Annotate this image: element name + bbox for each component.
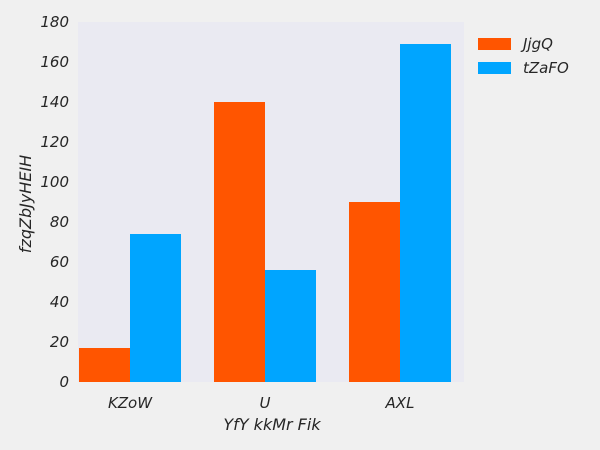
bar-tZaFO-U <box>265 270 316 382</box>
legend-swatch-JjgQ <box>478 38 511 50</box>
y-tick-label: 160 <box>40 53 69 71</box>
y-tick-label: 40 <box>50 293 69 311</box>
x-tick-label: AXL <box>385 394 415 412</box>
bar-tZaFO-AXL <box>400 44 451 382</box>
x-tick-labels: KZoW U AXL <box>108 394 415 412</box>
y-tick-label: 0 <box>59 373 69 391</box>
bars-group <box>79 44 451 382</box>
bar-JjgQ-AXL <box>349 202 400 382</box>
x-axis-title: YfY kkMr Fik <box>223 415 321 434</box>
y-tick-label: 120 <box>40 133 69 151</box>
y-tick-label: 80 <box>50 213 69 231</box>
bar-JjgQ-U <box>214 102 265 382</box>
y-tick-label: 180 <box>40 13 69 31</box>
bar-tZaFO-KZoW <box>130 234 181 382</box>
y-tick-label: 20 <box>50 333 69 351</box>
y-tick-label: 140 <box>40 93 69 111</box>
legend: JjgQ tZaFO <box>478 35 569 77</box>
bar-JjgQ-KZoW <box>79 348 130 382</box>
y-tick-label: 60 <box>50 253 69 271</box>
x-tick-label: KZoW <box>108 394 153 412</box>
y-tick-label: 100 <box>40 173 69 191</box>
y-axis-title: fzqZbJyHEIH <box>16 155 35 253</box>
x-tick-label: U <box>260 394 271 412</box>
y-tick-labels: 0 20 40 60 80 100 120 140 160 180 <box>40 13 69 391</box>
legend-label-tZaFO: tZaFO <box>523 59 569 77</box>
legend-label-JjgQ: JjgQ <box>520 35 553 53</box>
legend-swatch-tZaFO <box>478 62 511 74</box>
